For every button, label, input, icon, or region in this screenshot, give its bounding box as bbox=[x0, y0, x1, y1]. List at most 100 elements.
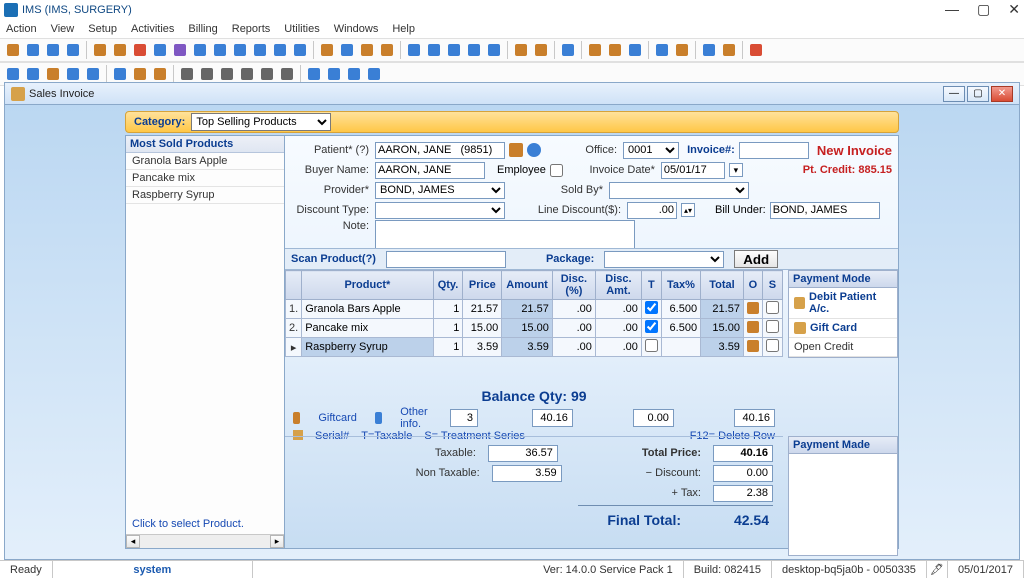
toolbar-button[interactable] bbox=[305, 65, 323, 83]
horizontal-scrollbar[interactable]: ◂ ▸ bbox=[126, 534, 284, 548]
scroll-left-button[interactable]: ◂ bbox=[126, 535, 140, 548]
buyer-input[interactable] bbox=[375, 162, 485, 179]
child-close-button[interactable]: ✕ bbox=[991, 86, 1013, 102]
maximize-button[interactable]: ▢ bbox=[977, 1, 990, 18]
toolbar-button[interactable] bbox=[747, 41, 765, 59]
toolbar-button[interactable] bbox=[358, 41, 376, 59]
grid-header-cell[interactable]: Disc. Amt. bbox=[595, 271, 641, 300]
toolbar-button[interactable] bbox=[278, 65, 296, 83]
patient-info-icon[interactable] bbox=[527, 143, 541, 157]
discount-type-select[interactable] bbox=[375, 202, 505, 219]
payment-mode-item[interactable]: Debit Patient A/c. bbox=[789, 288, 897, 319]
toolbar-button[interactable] bbox=[365, 65, 383, 83]
grid-header-cell[interactable]: Product* bbox=[302, 271, 433, 300]
scroll-track[interactable] bbox=[140, 535, 270, 548]
taxable-checkbox[interactable] bbox=[645, 320, 658, 333]
toolbar-button[interactable] bbox=[231, 41, 249, 59]
toolbar-button[interactable] bbox=[425, 41, 443, 59]
menu-windows[interactable]: Windows bbox=[334, 23, 379, 35]
toolbar-button[interactable] bbox=[131, 65, 149, 83]
line-discount-stepper[interactable]: ▴▾ bbox=[681, 203, 695, 217]
minimize-button[interactable]: — bbox=[945, 1, 959, 18]
toolbar-button[interactable] bbox=[653, 41, 671, 59]
toolbar-button[interactable] bbox=[24, 65, 42, 83]
toolbar-button[interactable] bbox=[325, 65, 343, 83]
toolbar-button[interactable] bbox=[700, 41, 718, 59]
toolbar-button[interactable] bbox=[4, 41, 22, 59]
toolbar-button[interactable] bbox=[44, 65, 62, 83]
table-row[interactable]: 2.115.0015.00.00.006.50015.00 bbox=[286, 319, 783, 338]
sidebar-item[interactable]: Granola Bars Apple bbox=[126, 153, 284, 170]
child-minimize-button[interactable]: — bbox=[943, 86, 965, 102]
provider-select[interactable]: BOND, JAMES bbox=[375, 182, 505, 199]
toolbar-button[interactable] bbox=[151, 65, 169, 83]
toolbar-button[interactable] bbox=[178, 65, 196, 83]
invoice-date-input[interactable] bbox=[661, 162, 725, 179]
table-row[interactable]: 1.121.5721.57.00.006.50021.57 bbox=[286, 300, 783, 319]
grid-header-cell[interactable]: Disc.(%) bbox=[552, 271, 595, 300]
invoice-number-input[interactable] bbox=[739, 142, 809, 159]
other-info-link[interactable]: Other info. bbox=[400, 406, 431, 430]
menu-help[interactable]: Help bbox=[392, 23, 415, 35]
child-maximize-button[interactable]: ▢ bbox=[967, 86, 989, 102]
toolbar-button[interactable] bbox=[258, 65, 276, 83]
menu-view[interactable]: View bbox=[51, 23, 75, 35]
toolbar-button[interactable] bbox=[251, 41, 269, 59]
menu-billing[interactable]: Billing bbox=[188, 23, 217, 35]
toolbar-button[interactable] bbox=[318, 41, 336, 59]
menu-reports[interactable]: Reports bbox=[232, 23, 271, 35]
toolbar-button[interactable] bbox=[84, 65, 102, 83]
toolbar-button[interactable] bbox=[586, 41, 604, 59]
grid-header-cell[interactable]: S bbox=[762, 271, 782, 300]
toolbar-button[interactable] bbox=[44, 41, 62, 59]
toolbar-button[interactable] bbox=[218, 65, 236, 83]
scan-product-input[interactable] bbox=[386, 251, 506, 268]
bill-under-input[interactable] bbox=[770, 202, 880, 219]
sold-by-select[interactable] bbox=[609, 182, 749, 199]
toolbar-button[interactable] bbox=[238, 65, 256, 83]
toolbar-button[interactable] bbox=[198, 65, 216, 83]
giftcard-link[interactable]: Giftcard bbox=[318, 412, 357, 424]
grid-header-cell[interactable]: Price bbox=[463, 271, 502, 300]
sidebar-item[interactable]: Pancake mix bbox=[126, 170, 284, 187]
menu-setup[interactable]: Setup bbox=[88, 23, 117, 35]
toolbar-button[interactable] bbox=[512, 41, 530, 59]
close-button[interactable]: ✕ bbox=[1008, 1, 1020, 18]
toolbar-button[interactable] bbox=[171, 41, 189, 59]
toolbar-button[interactable] bbox=[559, 41, 577, 59]
note-input[interactable] bbox=[375, 220, 635, 250]
toolbar-button[interactable] bbox=[338, 41, 356, 59]
package-select[interactable] bbox=[604, 251, 724, 268]
employee-checkbox[interactable] bbox=[550, 164, 563, 177]
other-info-icon[interactable] bbox=[375, 412, 382, 424]
grid-header-cell[interactable]: Qty. bbox=[433, 271, 463, 300]
toolbar-button[interactable] bbox=[111, 65, 129, 83]
toolbar-button[interactable] bbox=[291, 41, 309, 59]
sidebar-item[interactable]: Raspberry Syrup bbox=[126, 187, 284, 204]
toolbar-button[interactable] bbox=[606, 41, 624, 59]
menu-activities[interactable]: Activities bbox=[131, 23, 174, 35]
grid-header-cell[interactable]: T bbox=[641, 271, 661, 300]
toolbar-button[interactable] bbox=[673, 41, 691, 59]
giftcard-icon[interactable] bbox=[293, 412, 300, 424]
payment-mode-item[interactable]: Open Credit bbox=[789, 338, 897, 357]
add-button[interactable]: Add bbox=[734, 250, 778, 268]
toolbar-button[interactable] bbox=[485, 41, 503, 59]
toolbar-button[interactable] bbox=[345, 65, 363, 83]
toolbar-button[interactable] bbox=[191, 41, 209, 59]
toolbar-button[interactable] bbox=[64, 41, 82, 59]
toolbar-button[interactable] bbox=[211, 41, 229, 59]
payment-mode-item[interactable]: Gift Card bbox=[789, 319, 897, 338]
toolbar-button[interactable] bbox=[465, 41, 483, 59]
patient-input[interactable] bbox=[375, 142, 505, 159]
patient-lookup-icon[interactable] bbox=[509, 143, 523, 157]
toolbar-button[interactable] bbox=[445, 41, 463, 59]
toolbar-button[interactable] bbox=[151, 41, 169, 59]
taxable-checkbox[interactable] bbox=[645, 339, 658, 352]
toolbar-button[interactable] bbox=[91, 41, 109, 59]
product-cell-input[interactable] bbox=[305, 303, 429, 315]
product-cell-input[interactable] bbox=[305, 341, 429, 353]
toolbar-button[interactable] bbox=[4, 65, 22, 83]
series-checkbox[interactable] bbox=[766, 301, 779, 314]
menu-utilities[interactable]: Utilities bbox=[284, 23, 319, 35]
